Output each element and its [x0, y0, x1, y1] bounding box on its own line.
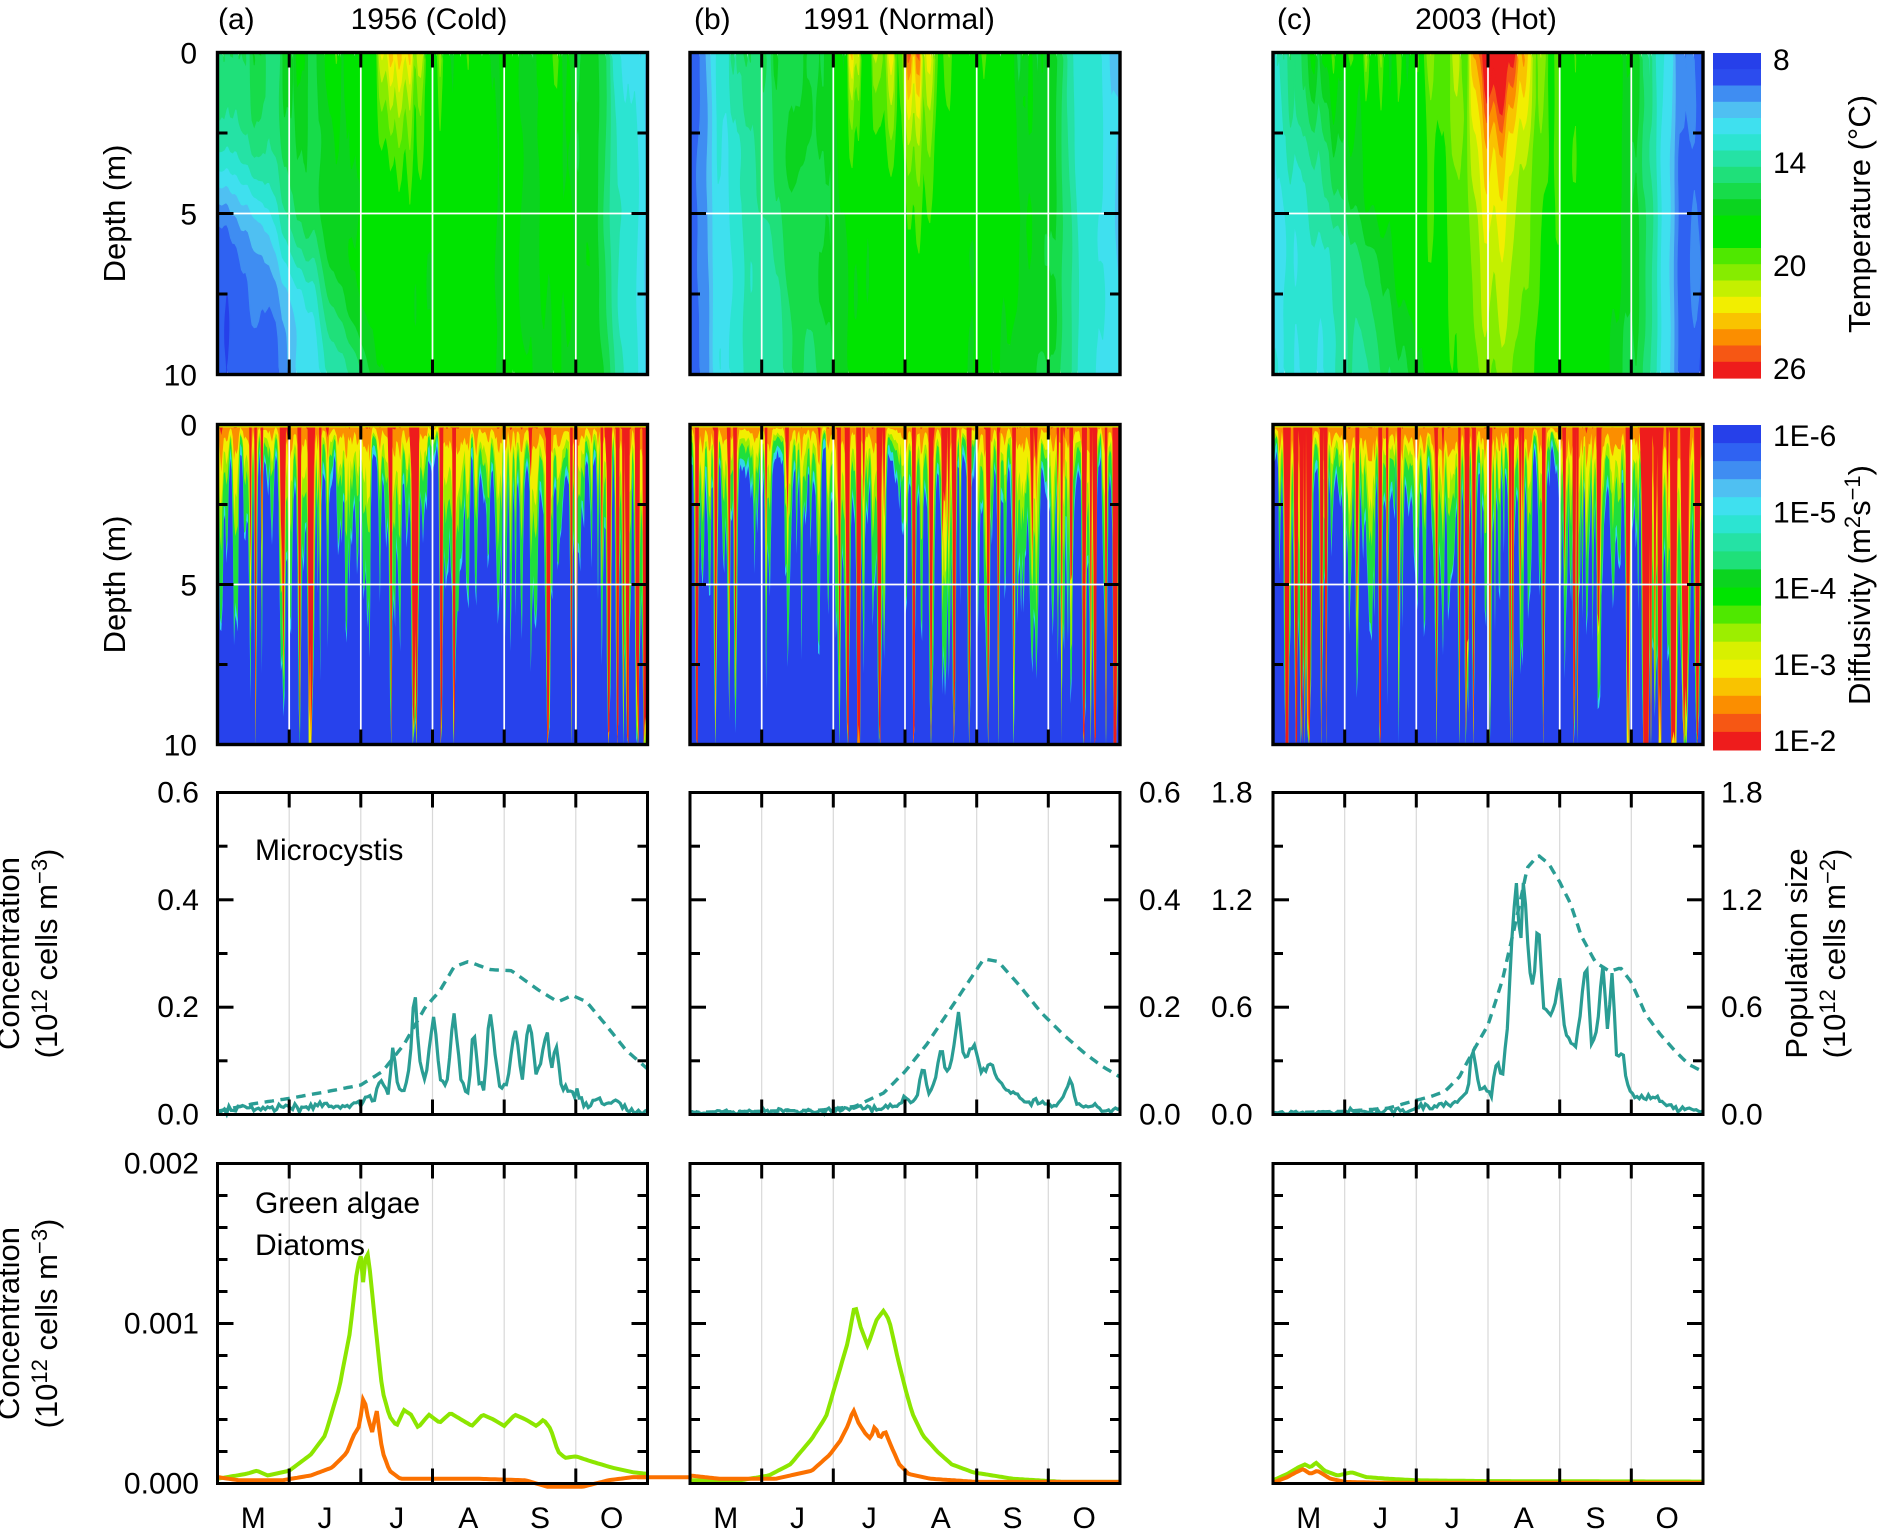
svg-text:A: A [458, 1502, 478, 1535]
svg-text:1.8: 1.8 [1721, 777, 1763, 810]
svg-text:S: S [1585, 1502, 1605, 1535]
svg-text:Concentration: Concentration [0, 1227, 26, 1420]
svg-text:Diatoms: Diatoms [255, 1229, 365, 1262]
svg-text:J: J [790, 1502, 805, 1535]
svg-text:Temperature (°C): Temperature (°C) [1842, 95, 1877, 333]
svg-text:0: 0 [180, 38, 197, 71]
svg-text:0.0: 0.0 [1211, 1099, 1253, 1132]
svg-text:S: S [1002, 1502, 1022, 1535]
svg-text:(c): (c) [1277, 3, 1312, 36]
svg-text:0.6: 0.6 [1211, 991, 1253, 1024]
svg-text:2003 (Hot): 2003 (Hot) [1415, 3, 1557, 36]
svg-text:1E-4: 1E-4 [1773, 573, 1836, 606]
svg-text:0.6: 0.6 [157, 777, 199, 810]
svg-text:A: A [931, 1502, 951, 1535]
svg-text:Depth (m): Depth (m) [97, 516, 132, 654]
svg-text:1956 (Cold): 1956 (Cold) [351, 3, 508, 36]
svg-text:(b): (b) [694, 3, 731, 36]
svg-text:1E-6: 1E-6 [1773, 420, 1836, 453]
svg-text:A: A [1514, 1502, 1534, 1535]
svg-text:0.2: 0.2 [1139, 991, 1181, 1024]
svg-text:J: J [1373, 1502, 1388, 1535]
svg-text:S: S [530, 1502, 550, 1535]
svg-text:10: 10 [164, 730, 197, 763]
svg-text:1.2: 1.2 [1211, 884, 1253, 917]
svg-text:14: 14 [1773, 147, 1806, 180]
svg-text:0.0: 0.0 [1139, 1099, 1181, 1132]
svg-text:1E-2: 1E-2 [1773, 725, 1836, 758]
svg-text:M: M [713, 1502, 738, 1535]
svg-text:8: 8 [1773, 44, 1790, 77]
svg-text:M: M [241, 1502, 266, 1535]
svg-text:1.2: 1.2 [1721, 884, 1763, 917]
svg-text:0.0: 0.0 [157, 1099, 199, 1132]
svg-text:0.4: 0.4 [157, 884, 199, 917]
svg-text:1.8: 1.8 [1211, 777, 1253, 810]
svg-text:Population size: Population size [1779, 848, 1814, 1058]
svg-text:Concentration: Concentration [0, 857, 26, 1050]
svg-text:1991 (Normal): 1991 (Normal) [803, 3, 995, 36]
svg-text:0.4: 0.4 [1139, 884, 1181, 917]
svg-text:5: 5 [180, 199, 197, 232]
svg-text:0: 0 [180, 410, 197, 443]
svg-text:Depth (m): Depth (m) [97, 145, 132, 283]
svg-text:(1012 cells m−3): (1012 cells m−3) [27, 1219, 64, 1429]
svg-text:0.6: 0.6 [1721, 991, 1763, 1024]
svg-text:M: M [1296, 1502, 1321, 1535]
svg-text:5: 5 [180, 570, 197, 603]
svg-text:O: O [1073, 1502, 1096, 1535]
svg-text:J: J [318, 1502, 333, 1535]
svg-text:26: 26 [1773, 353, 1806, 386]
svg-text:O: O [600, 1502, 623, 1535]
svg-text:20: 20 [1773, 250, 1806, 283]
svg-text:1E-3: 1E-3 [1773, 649, 1836, 682]
svg-text:(a): (a) [218, 3, 255, 36]
svg-text:Microcystis: Microcystis [255, 834, 403, 867]
svg-text:0.001: 0.001 [124, 1308, 199, 1341]
svg-text:10: 10 [164, 360, 197, 393]
svg-text:J: J [862, 1502, 877, 1535]
svg-text:0.000: 0.000 [124, 1468, 199, 1501]
svg-text:Diffusivity (m2s−1): Diffusivity (m2s−1) [1840, 465, 1877, 705]
svg-text:1E-5: 1E-5 [1773, 496, 1836, 529]
svg-text:Green algae: Green algae [255, 1187, 420, 1220]
svg-text:0.6: 0.6 [1139, 777, 1181, 810]
svg-text:J: J [1445, 1502, 1460, 1535]
svg-text:0.002: 0.002 [124, 1148, 199, 1181]
svg-text:J: J [389, 1502, 404, 1535]
svg-text:0.0: 0.0 [1721, 1099, 1763, 1132]
svg-text:0.2: 0.2 [157, 991, 199, 1024]
svg-text:O: O [1656, 1502, 1679, 1535]
